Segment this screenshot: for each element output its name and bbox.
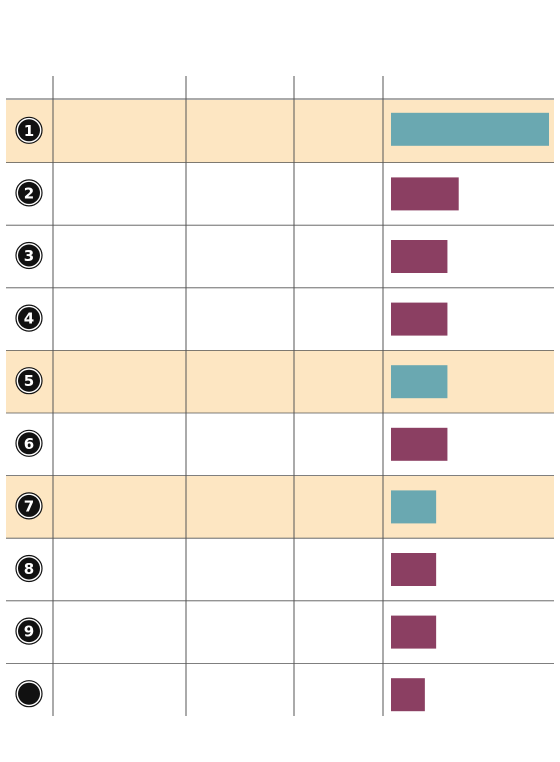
row-background-layer xyxy=(6,100,554,539)
rank-label: 3 xyxy=(24,247,34,265)
highlight-row-5 xyxy=(6,350,554,413)
rank-label: 5 xyxy=(24,372,34,390)
rank-label: 7 xyxy=(24,497,34,515)
rank-badge-disc xyxy=(18,119,40,142)
bar-series xyxy=(391,112,549,712)
bar-10 xyxy=(391,678,425,712)
rank-label: 9 xyxy=(24,623,34,641)
rank-badge-disc xyxy=(18,494,40,517)
bar-7 xyxy=(391,490,437,524)
bar-5 xyxy=(391,365,448,399)
rank-badge-7: 7 xyxy=(15,492,43,520)
rank-label: 1 xyxy=(24,122,34,140)
rank-badge-6: 6 xyxy=(15,429,43,457)
rank-badge-8: 8 xyxy=(15,554,43,583)
rank-label: 6 xyxy=(24,435,34,453)
rank-badge-disc xyxy=(18,181,40,204)
rank-badge-disc xyxy=(18,620,40,643)
bar-6 xyxy=(391,427,448,461)
rank-badge-2: 2 xyxy=(15,179,43,207)
bar-2 xyxy=(391,177,459,211)
rank-badge-4: 4 xyxy=(15,304,43,332)
rank-label: 2 xyxy=(24,184,34,202)
rank-badge-9: 9 xyxy=(15,617,43,645)
rank-badge-1: 1 xyxy=(15,116,43,144)
bar-3 xyxy=(391,240,448,273)
highlight-row-7 xyxy=(6,475,554,539)
rank-badge-3: 3 xyxy=(15,241,43,270)
rank-badge-disc xyxy=(18,432,40,455)
rank-badge-disc xyxy=(18,307,40,330)
rank-badge-disc xyxy=(18,557,40,580)
row-dividers xyxy=(6,162,554,664)
rank-badge-disc xyxy=(18,244,40,267)
rank-label: 8 xyxy=(24,560,34,578)
bar-4 xyxy=(391,302,448,336)
rank-badge-disc xyxy=(18,369,40,392)
bar-9 xyxy=(391,615,437,649)
rank-badge-disc xyxy=(18,682,40,705)
bar-8 xyxy=(391,553,437,586)
bar-1 xyxy=(391,112,549,146)
rank-badges: 1 2 3 4 5 6 7 8 9 xyxy=(15,116,43,708)
rank-badge-10 xyxy=(15,680,43,708)
rank-label: 4 xyxy=(24,310,34,328)
rank-badge-5: 5 xyxy=(15,367,43,395)
table-rules xyxy=(6,76,554,716)
